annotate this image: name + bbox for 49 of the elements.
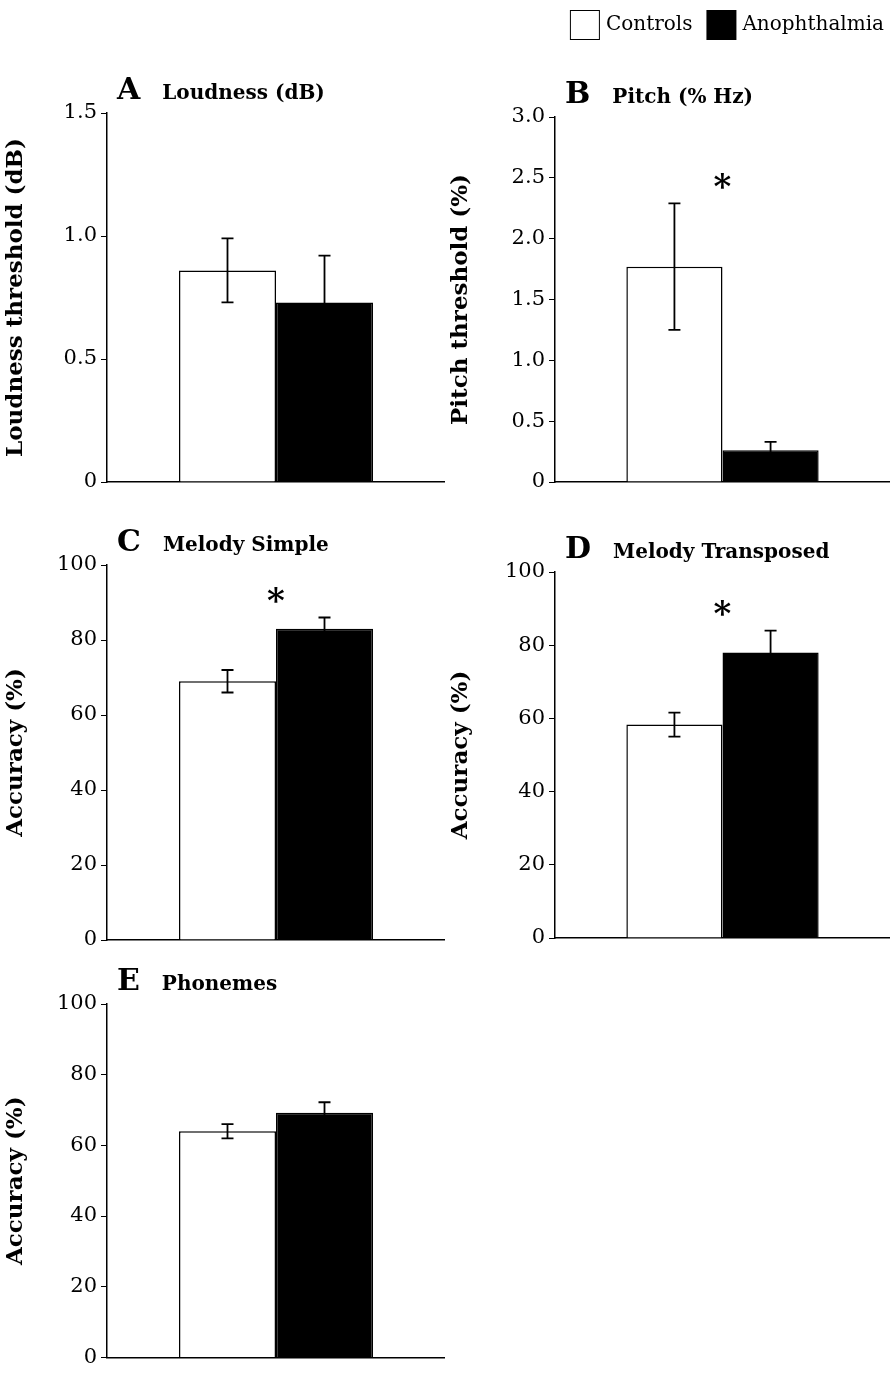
y-axis-title: Pitch threshold (%): [444, 174, 472, 425]
y-tick-label: 40: [70, 776, 97, 801]
y-tick-label: 0: [531, 924, 545, 949]
y-tick-label: 100: [504, 558, 545, 583]
chart-title: D: [565, 530, 592, 565]
chart-subtitle: Melody Simple: [162, 532, 329, 556]
y-tick-label: 60: [70, 1131, 97, 1156]
chart-title: A: [116, 71, 141, 106]
chart-title: B: [565, 75, 591, 110]
annotation: *: [267, 580, 286, 621]
y-tick-label: 20: [70, 851, 97, 876]
y-tick-label: 1.5: [511, 285, 545, 310]
y-tick-label: 0.5: [63, 345, 97, 370]
y-tick-label: 100: [56, 551, 97, 576]
chart-subtitle: Loudness (dB): [162, 80, 325, 104]
y-tick-label: 80: [70, 626, 97, 651]
y-tick-label: 40: [518, 778, 545, 803]
y-tick-label: 1.5: [63, 99, 97, 124]
y-axis-title: Loudness threshold (dB): [0, 138, 27, 457]
y-tick-label: 0: [83, 1343, 97, 1368]
y-tick-label: 0: [83, 926, 97, 951]
annotation: *: [713, 166, 732, 207]
y-tick-label: 80: [70, 1061, 97, 1086]
y-axis-title: Accuracy (%): [0, 1096, 27, 1266]
y-axis-title: Accuracy (%): [444, 670, 472, 841]
chart-subtitle: Pitch (% Hz): [612, 84, 754, 108]
chart-title: C: [117, 523, 141, 558]
y-axis-title: Accuracy (%): [0, 668, 27, 838]
annotation: *: [713, 593, 732, 634]
y-tick-label: 80: [518, 631, 545, 656]
y-tick-label: 0: [83, 468, 97, 493]
legend-label: Anophthalmia: [741, 11, 885, 36]
y-tick-label: 2.0: [511, 225, 545, 250]
chart-subtitle: Melody Transposed: [613, 539, 830, 563]
y-tick-label: 3.0: [511, 103, 545, 128]
y-tick-label: 2.5: [511, 164, 545, 189]
y-tick-label: 60: [518, 704, 545, 729]
y-tick-label: 100: [56, 990, 97, 1015]
y-tick-label: 40: [70, 1202, 97, 1227]
chart-subtitle: Phonemes: [161, 971, 278, 995]
y-tick-label: 1.0: [511, 346, 545, 371]
y-tick-label: 20: [70, 1273, 97, 1298]
y-tick-label: 60: [70, 701, 97, 726]
y-tick-label: 1.0: [63, 222, 97, 247]
chart-title: E: [117, 962, 140, 997]
y-tick-label: 20: [518, 851, 545, 876]
legend-label: Controls: [605, 11, 693, 36]
y-tick-label: 0.5: [511, 407, 545, 432]
y-tick-label: 0: [531, 468, 545, 493]
